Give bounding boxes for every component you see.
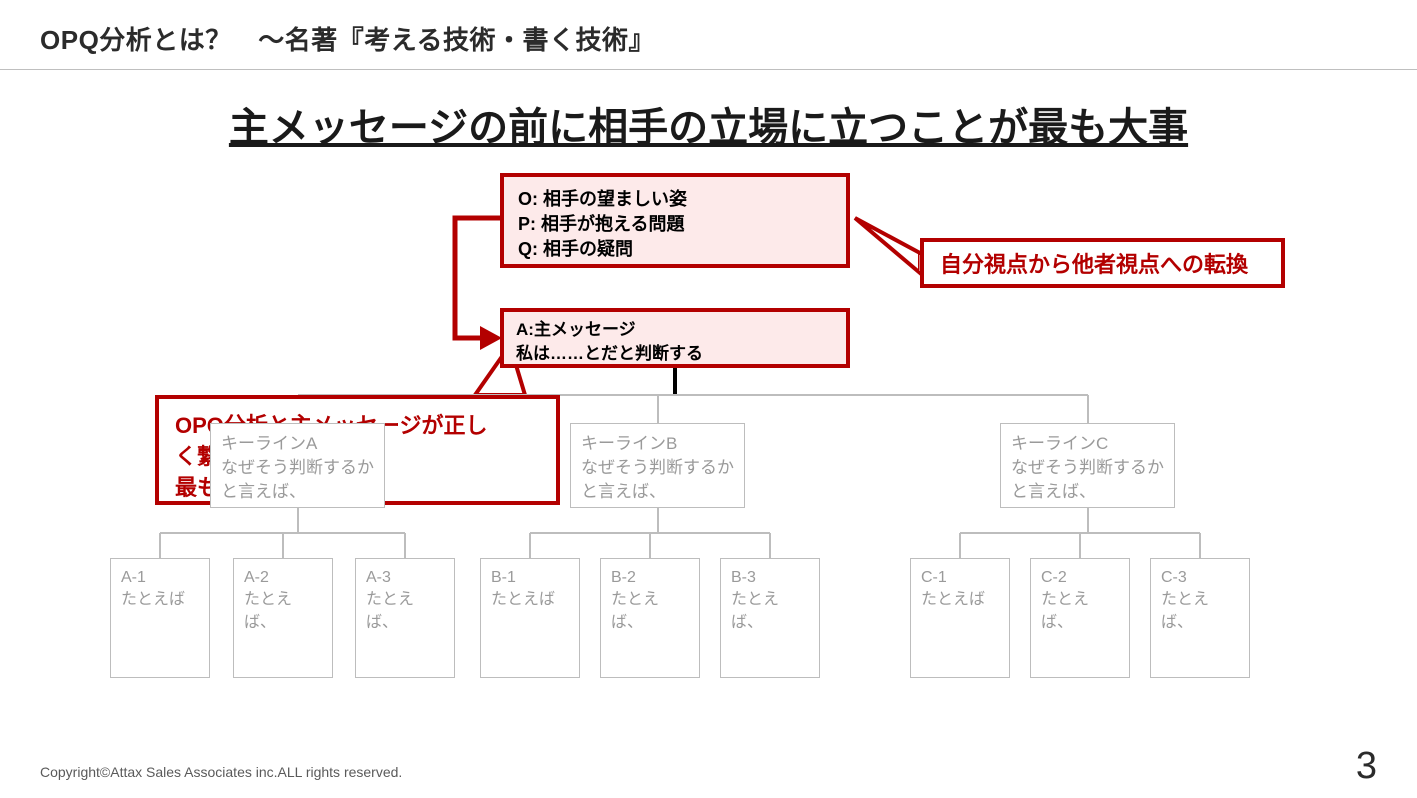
main-title: 主メッセージの前に相手の立場に立つことが最も大事 [0,95,1417,153]
leaf-c2: C-2 たとえば、 [1030,558,1130,678]
leaf-c2-title: C-2 [1041,567,1119,589]
leaf-c1-body: たとえば [921,589,999,611]
slide: OPQ分析とは？ ～名著『考える技術・書く技術』 主メッセージの前に相手の立場に… [0,0,1417,798]
header: OPQ分析とは？ ～名著『考える技術・書く技術』 [0,0,1417,70]
header-title: OPQ分析とは？ ～名著『考える技術・書く技術』 [40,20,1377,57]
callout-right-text: 自分視点から他者視点への転換 [940,247,1248,279]
keyline-c-title: キーラインC [1011,432,1164,456]
leaf-a3-title: A-3 [366,567,444,589]
leaf-b2-title: B-2 [611,567,689,589]
leaf-a1: A-1 たとえば [110,558,210,678]
leaf-b3-body: たとえば、 [731,589,809,634]
a-box: A:主メッセージ 私は……とだと判断する [500,308,850,368]
leaf-a2-body: たとえば、 [244,589,322,634]
leaf-a3-body: たとえば、 [366,589,444,634]
keyline-c: キーラインC なぜそう判断するかと言えば、 [1000,423,1175,508]
opq-o: O: 相手の望ましい姿 [518,187,832,212]
leaf-a3: A-3 たとえば、 [355,558,455,678]
leaf-c3: C-3 たとえば、 [1150,558,1250,678]
leaf-a2: A-2 たとえば、 [233,558,333,678]
leaf-b1: B-1 たとえば [480,558,580,678]
leaf-a2-title: A-2 [244,567,322,589]
leaf-b2-body: たとえば、 [611,589,689,634]
callout-right: 自分視点から他者視点への転換 [920,238,1285,288]
keyline-b-title: キーラインB [581,432,734,456]
keyline-a-title: キーラインA [221,432,374,456]
keyline-a: キーラインA なぜそう判断するかと言えば、 [210,423,385,508]
keyline-a-body: なぜそう判断するかと言えば、 [221,456,374,504]
diagram: O: 相手の望ましい姿 P: 相手が抱える問題 Q: 相手の疑問 A:主メッセー… [0,163,1417,723]
opq-p: P: 相手が抱える問題 [518,212,832,237]
a-line2: 私は……とだと判断する [516,342,834,366]
opq-q: Q: 相手の疑問 [518,237,832,262]
page-number: 3 [1356,745,1377,788]
leaf-b1-body: たとえば [491,589,569,611]
keyline-c-body: なぜそう判断するかと言えば、 [1011,456,1164,504]
keyline-b: キーラインB なぜそう判断するかと言えば、 [570,423,745,508]
leaf-c1-title: C-1 [921,567,999,589]
leaf-b3: B-3 たとえば、 [720,558,820,678]
opq-box: O: 相手の望ましい姿 P: 相手が抱える問題 Q: 相手の疑問 [500,173,850,268]
leaf-c1: C-1 たとえば [910,558,1010,678]
keyline-b-body: なぜそう判断するかと言えば、 [581,456,734,504]
leaf-c3-title: C-3 [1161,567,1239,589]
leaf-b2: B-2 たとえば、 [600,558,700,678]
leaf-b1-title: B-1 [491,567,569,589]
leaf-c3-body: たとえば、 [1161,589,1239,634]
leaf-c2-body: たとえば、 [1041,589,1119,634]
leaf-b3-title: B-3 [731,567,809,589]
footer-copyright: Copyright©Attax Sales Associates inc.ALL… [40,764,402,780]
leaf-a1-title: A-1 [121,567,199,589]
a-line1: A:主メッセージ [516,318,834,342]
leaf-a1-body: たとえば [121,589,199,611]
